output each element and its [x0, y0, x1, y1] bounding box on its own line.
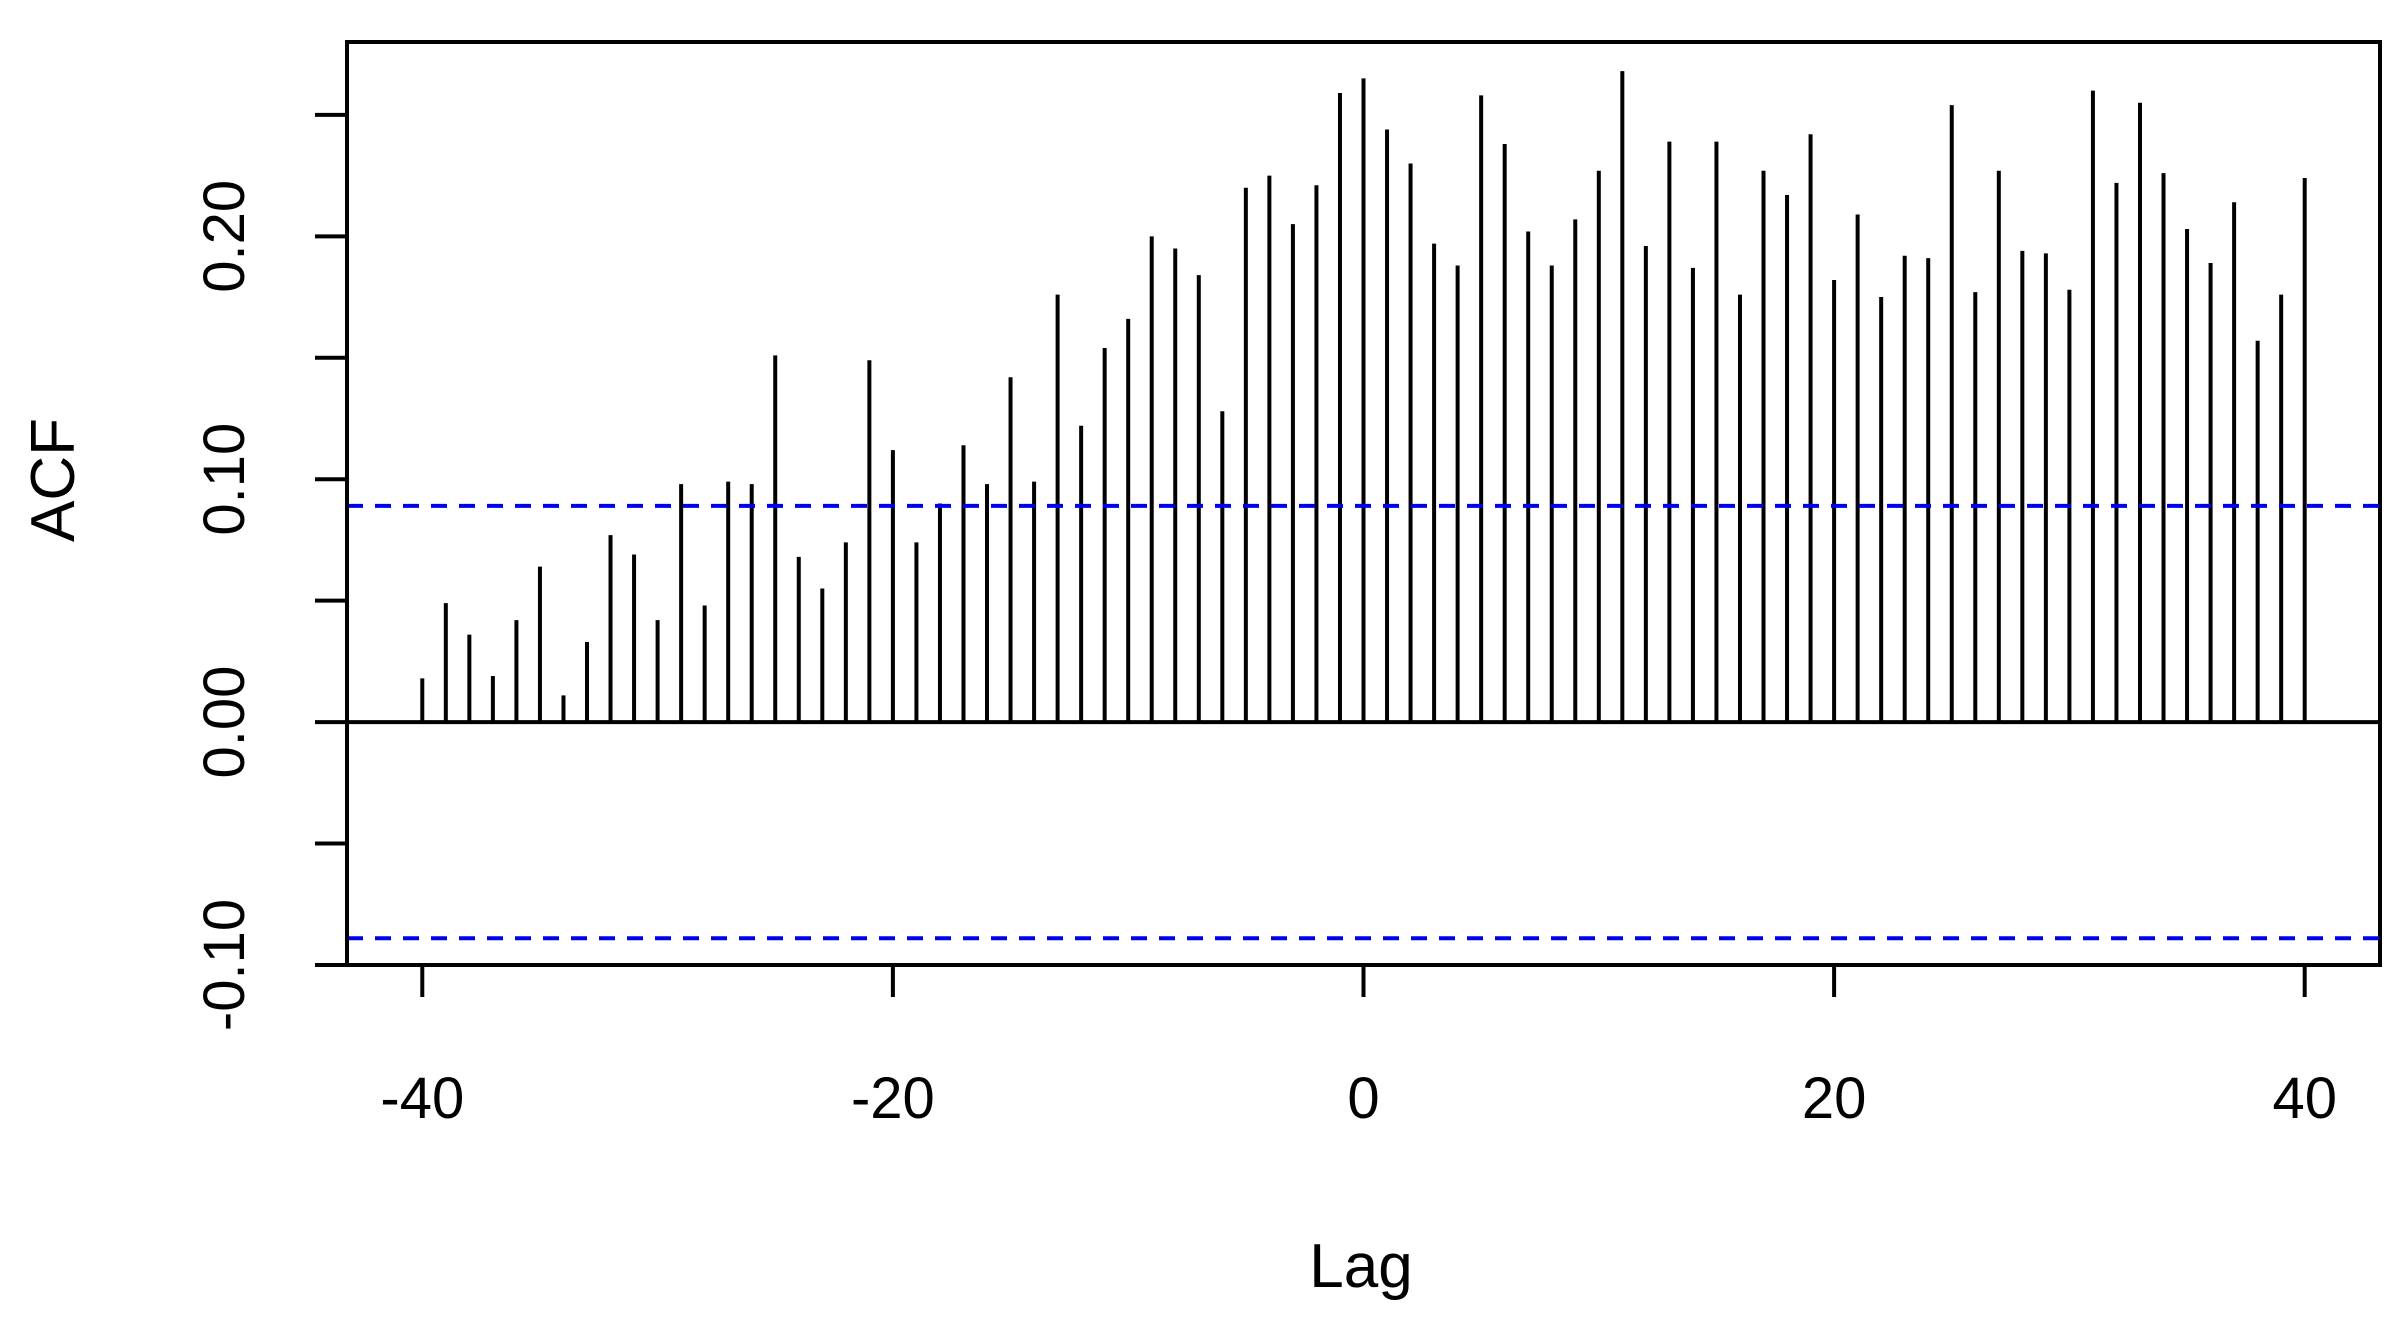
x-tick-label: -40	[380, 1066, 464, 1131]
y-axis-title: ACF	[19, 418, 88, 542]
x-axis-title: Lag	[1309, 1232, 1412, 1301]
y-axis: -0.10 0.00 0.10 0.20	[192, 112, 349, 1031]
y-tick-label: 0.00	[192, 666, 257, 779]
x-tick-label: 20	[1802, 1066, 1867, 1131]
y-tick-label: 0.10	[192, 423, 257, 536]
x-axis: -40 -20 0 20 40	[380, 963, 2337, 1131]
acf-bars	[420, 71, 2307, 723]
x-tick-label: -20	[851, 1066, 935, 1131]
x-tick-label: 40	[2272, 1066, 2337, 1131]
x-tick-label: 0	[1347, 1066, 1379, 1131]
y-tick-label: -0.10	[192, 899, 257, 1031]
y-tick-label: 0.20	[192, 180, 257, 293]
